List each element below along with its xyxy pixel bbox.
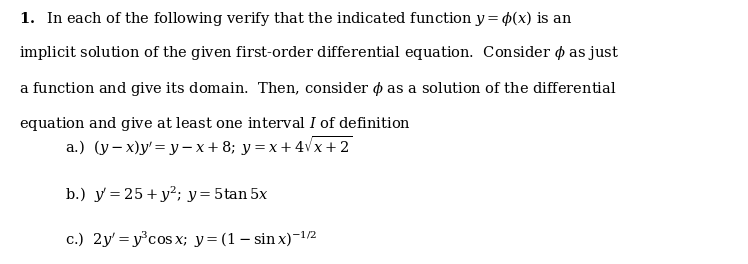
Text: equation and give at least one interval $I$ of definition: equation and give at least one interval … <box>19 115 411 133</box>
Text: a.)  $(y - x)y' = y - x + 8;\; y = x + 4\sqrt{x+2}$: a.) $(y - x)y' = y - x + 8;\; y = x + 4\… <box>65 134 353 158</box>
Text: c.)  $2y' = y^3\cos x;\; y = (1 - \sin x)^{-1/2}$: c.) $2y' = y^3\cos x;\; y = (1 - \sin x)… <box>65 229 318 249</box>
Text: implicit solution of the given first-order differential equation.  Consider $\ph: implicit solution of the given first-ord… <box>19 45 619 63</box>
Text: a function and give its domain.  Then, consider $\phi$ as a solution of the diff: a function and give its domain. Then, co… <box>19 80 616 98</box>
Text: $\mathbf{1.}$  In each of the following verify that the indicated function $y = : $\mathbf{1.}$ In each of the following v… <box>19 9 573 28</box>
Text: b.)  $y' = 25 + y^2;\; y = 5\tan 5x$: b.) $y' = 25 + y^2;\; y = 5\tan 5x$ <box>65 185 269 205</box>
